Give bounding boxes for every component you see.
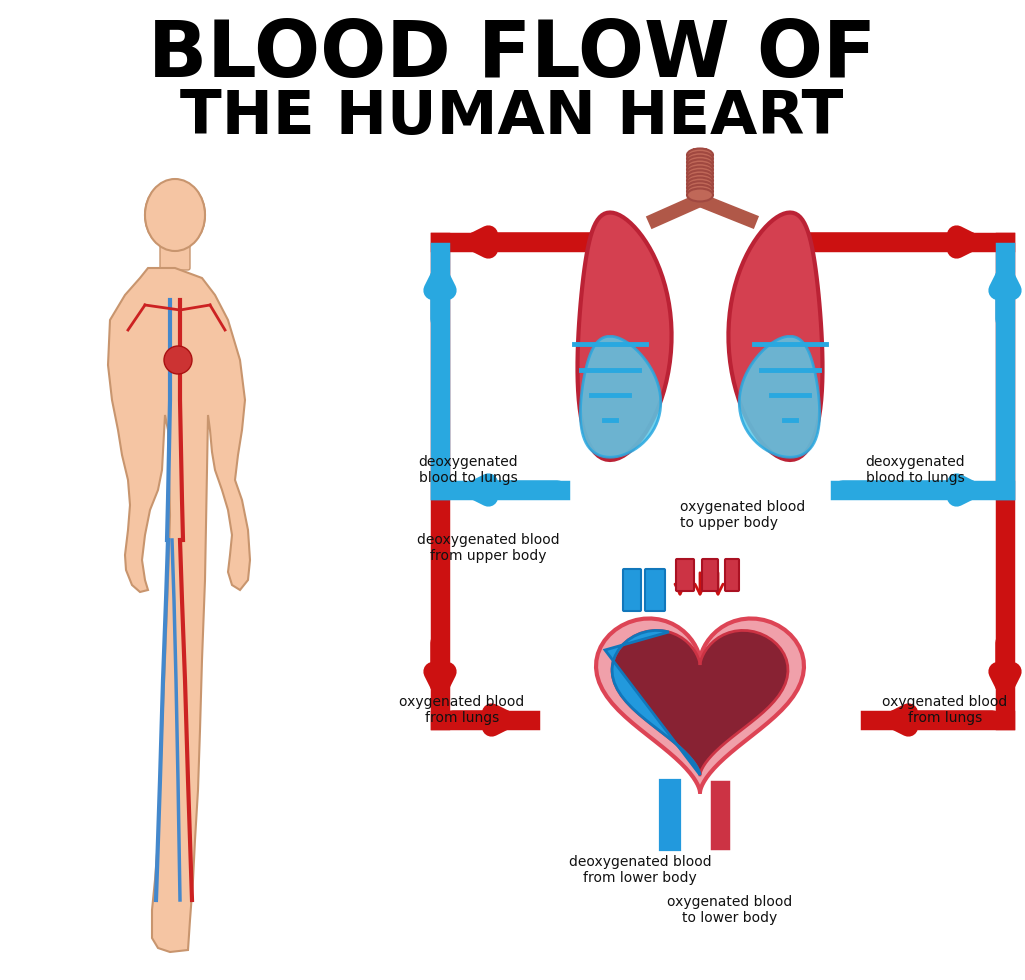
Text: deoxygenated blood
from lower body: deoxygenated blood from lower body [569,855,711,885]
FancyBboxPatch shape [676,559,694,591]
Text: deoxygenated
blood to lungs: deoxygenated blood to lungs [865,455,965,485]
Ellipse shape [687,156,713,169]
Ellipse shape [145,180,205,250]
Polygon shape [577,213,671,460]
Ellipse shape [145,179,205,251]
FancyBboxPatch shape [160,244,190,270]
FancyBboxPatch shape [645,569,665,611]
Ellipse shape [687,171,713,183]
FancyBboxPatch shape [623,569,641,611]
Polygon shape [739,336,820,458]
Ellipse shape [687,174,713,187]
Ellipse shape [687,188,713,202]
Polygon shape [108,268,250,952]
Text: THE HUMAN HEART: THE HUMAN HEART [180,88,844,148]
Ellipse shape [687,181,713,194]
Ellipse shape [687,185,713,198]
Text: BLOOD FLOW OF: BLOOD FLOW OF [148,17,876,93]
Ellipse shape [687,177,713,190]
Polygon shape [612,630,788,775]
Ellipse shape [687,152,713,166]
Text: oxygenated blood
from lungs: oxygenated blood from lungs [400,695,525,725]
Text: oxygenated blood
from lungs: oxygenated blood from lungs [883,695,1008,725]
Text: deoxygenated blood
from upper body: deoxygenated blood from upper body [417,533,560,563]
Polygon shape [597,618,804,792]
Ellipse shape [687,160,713,172]
Text: oxygenated blood
to upper body: oxygenated blood to upper body [680,500,806,530]
Ellipse shape [687,163,713,176]
FancyBboxPatch shape [702,559,717,591]
Polygon shape [605,630,700,775]
Polygon shape [729,213,822,460]
Ellipse shape [687,149,713,162]
Text: deoxygenated
blood to lungs: deoxygenated blood to lungs [418,455,518,485]
Ellipse shape [164,346,192,374]
Ellipse shape [687,167,713,179]
FancyBboxPatch shape [725,559,739,591]
Polygon shape [580,336,661,458]
Text: oxygenated blood
to lower body: oxygenated blood to lower body [667,895,792,925]
